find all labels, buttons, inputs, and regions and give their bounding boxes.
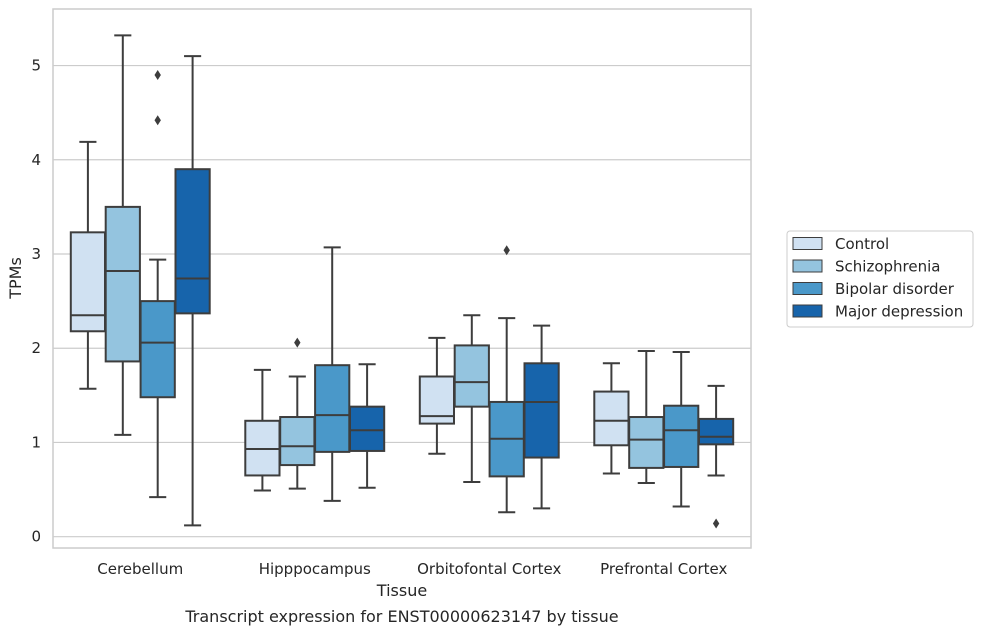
outlier-point: [712, 518, 720, 529]
box-body: [279, 416, 316, 467]
box-body: [69, 231, 107, 333]
series-control: [69, 140, 630, 492]
legend-swatch: [792, 237, 823, 250]
box-mark: [488, 245, 525, 514]
legend-label: Schizophrenia: [835, 258, 940, 276]
box-body: [523, 362, 560, 459]
box-mark: [628, 350, 665, 484]
y-tick-label: 4: [31, 151, 41, 169]
legend-swatch: [792, 282, 823, 295]
x-tick-label: Cerebellum: [97, 560, 183, 578]
legend-frame: [786, 230, 974, 328]
outlier-point: [294, 337, 301, 348]
box-body: [348, 405, 386, 452]
x-tick-label: Orbitofontal Cortex: [417, 560, 561, 578]
box-mark: [663, 351, 700, 508]
legend-item: Major depression: [792, 303, 963, 321]
y-axis-label: TPMs: [6, 257, 25, 300]
y-tick-label: 2: [31, 339, 41, 357]
box-mark: [593, 362, 630, 475]
box-series-group: [69, 34, 735, 529]
legend-item: Bipolar disorder: [792, 280, 955, 298]
x-tick-label: Hipppocampus: [259, 560, 371, 578]
legend-label: Control: [835, 235, 889, 253]
chart-caption: Transcript expression for ENST0000062314…: [184, 607, 618, 626]
y-tick-labels: 0 1 2 3 4 5: [31, 57, 41, 546]
box-mark: [453, 314, 490, 484]
legend-swatch: [792, 304, 823, 318]
box-body: [104, 205, 141, 363]
box-mark: [69, 140, 107, 390]
series-schizophrenia: [104, 34, 665, 490]
box-mark: [348, 363, 386, 489]
legend: Control Schizophrenia Bipolar disorder Majo…: [786, 230, 974, 328]
box-mark: [139, 69, 176, 499]
y-tick-label: 0: [31, 528, 41, 546]
x-tick-label: Prefrontal Cortex: [600, 560, 727, 578]
y-tick-label: 3: [31, 245, 41, 263]
legend-item: Schizophrenia: [792, 258, 940, 276]
box-mark: [244, 368, 281, 492]
box-body: [453, 344, 490, 408]
box-body: [593, 390, 630, 447]
legend-swatch: [792, 259, 823, 273]
legend-items: Control Schizophrenia Bipolar disorder Majo…: [792, 235, 963, 321]
outlier-point: [154, 69, 161, 80]
series-major-depression: [174, 55, 735, 529]
box-mark: [523, 324, 560, 510]
box-body: [314, 364, 351, 453]
legend-item: Control: [792, 235, 889, 253]
box-body: [174, 168, 211, 315]
box-body: [663, 404, 700, 468]
box-mark: [314, 246, 351, 502]
box-mark: [279, 337, 316, 490]
box-mark: [697, 384, 735, 529]
box-body: [628, 416, 665, 469]
y-tick-label: 1: [31, 433, 41, 451]
x-axis-label: Tissue: [376, 581, 427, 600]
box-mark: [174, 55, 211, 527]
y-tick-label: 5: [31, 57, 41, 75]
box-mark: [104, 34, 141, 436]
legend-label: Bipolar disorder: [835, 280, 955, 298]
box-body: [139, 300, 176, 399]
series-bipolar-disorder: [139, 69, 700, 514]
x-tick-labels: Cerebellum Hipppocampus Orbitofontal Corte…: [97, 560, 727, 578]
outlier-point: [154, 115, 161, 126]
legend-label: Major depression: [835, 303, 963, 321]
outlier-point: [503, 245, 510, 256]
box-body: [697, 417, 735, 446]
